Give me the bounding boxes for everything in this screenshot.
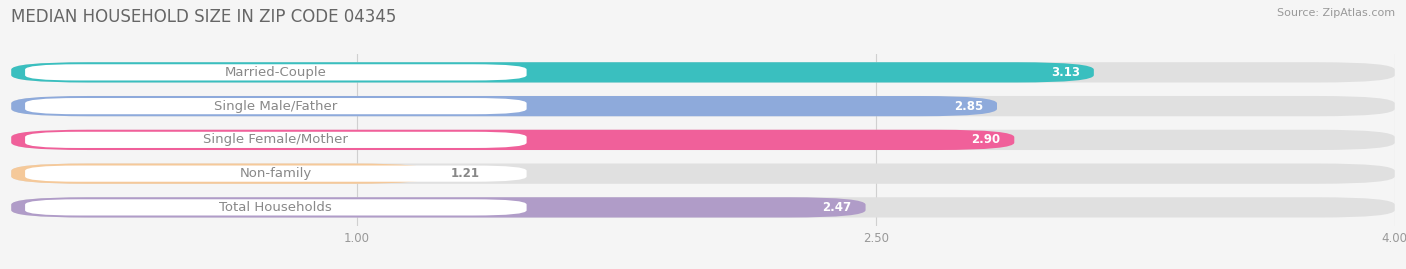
FancyBboxPatch shape xyxy=(11,197,866,218)
Text: MEDIAN HOUSEHOLD SIZE IN ZIP CODE 04345: MEDIAN HOUSEHOLD SIZE IN ZIP CODE 04345 xyxy=(11,8,396,26)
Text: Single Female/Mother: Single Female/Mother xyxy=(204,133,349,146)
FancyBboxPatch shape xyxy=(11,96,997,116)
Text: Source: ZipAtlas.com: Source: ZipAtlas.com xyxy=(1277,8,1395,18)
FancyBboxPatch shape xyxy=(11,164,1395,184)
Text: 2.85: 2.85 xyxy=(953,100,983,113)
Text: 1.21: 1.21 xyxy=(450,167,479,180)
FancyBboxPatch shape xyxy=(25,165,527,182)
FancyBboxPatch shape xyxy=(11,164,430,184)
Text: Married-Couple: Married-Couple xyxy=(225,66,326,79)
Text: 2.90: 2.90 xyxy=(972,133,1001,146)
FancyBboxPatch shape xyxy=(25,64,527,80)
FancyBboxPatch shape xyxy=(25,98,527,114)
FancyBboxPatch shape xyxy=(25,199,527,215)
FancyBboxPatch shape xyxy=(11,96,1395,116)
Text: Total Households: Total Households xyxy=(219,201,332,214)
FancyBboxPatch shape xyxy=(11,130,1395,150)
FancyBboxPatch shape xyxy=(11,62,1395,83)
Text: Non-family: Non-family xyxy=(239,167,312,180)
FancyBboxPatch shape xyxy=(11,130,1014,150)
Text: 2.47: 2.47 xyxy=(823,201,852,214)
FancyBboxPatch shape xyxy=(11,62,1094,83)
FancyBboxPatch shape xyxy=(25,132,527,148)
Text: Single Male/Father: Single Male/Father xyxy=(214,100,337,113)
Text: 3.13: 3.13 xyxy=(1052,66,1080,79)
FancyBboxPatch shape xyxy=(11,197,1395,218)
